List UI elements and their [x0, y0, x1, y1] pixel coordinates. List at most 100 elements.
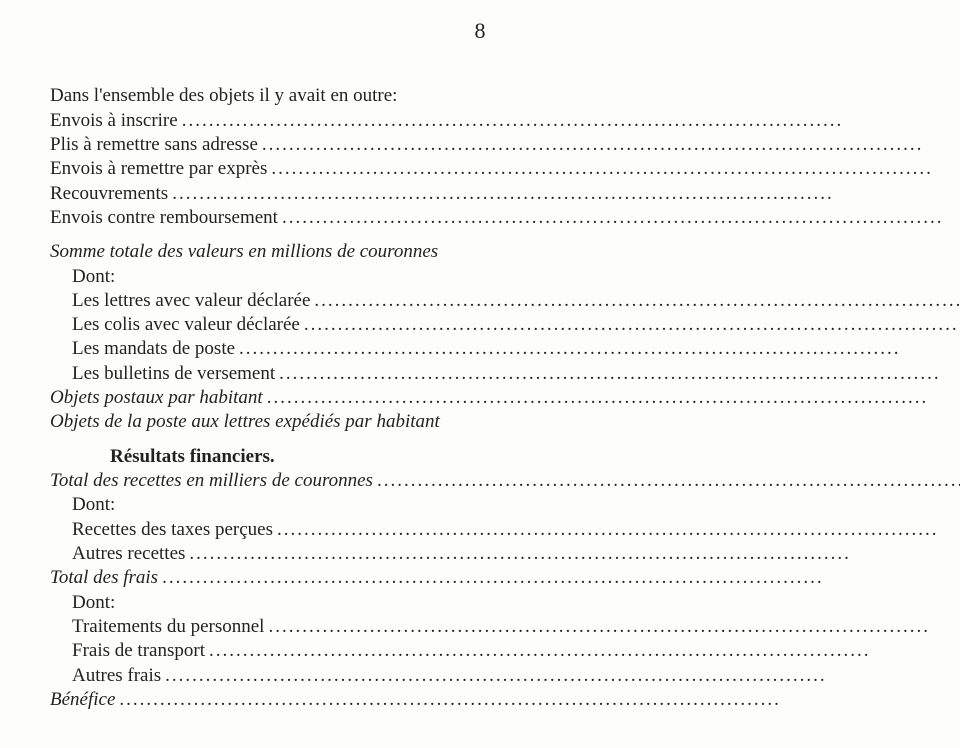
row-label-text: Recouvrements [50, 182, 168, 206]
table-body: 1963196419651966Dans l'ensemble des obje… [50, 54, 960, 712]
row-label-text: Autres recettes [72, 542, 185, 566]
row-label-text: Envois contre remboursement [50, 206, 278, 230]
table-row: Les bulletins de versement14 73716 37418… [50, 362, 960, 386]
table-row: Autres recettes53 64165 15983 50793 252 [50, 542, 960, 566]
row-label: Total des recettes en milliers de couron… [50, 469, 960, 493]
row-label-text: Autres frais [72, 664, 161, 688]
row-label: Résultats financiers. [50, 445, 960, 469]
row-label: Bénéfice [50, 688, 960, 712]
leader-dots [182, 109, 960, 133]
header-label-cell [50, 54, 960, 84]
row-label: Objets postaux par habitant [50, 386, 960, 410]
leader-dots [304, 313, 960, 337]
page: 8 1963196419651966Dans l'ensemble des ob… [0, 0, 960, 712]
row-label-text: Total des frais [50, 566, 158, 590]
row-label-text: Envois à remettre par exprès [50, 157, 267, 181]
row-label: Recettes des taxes perçues [50, 518, 960, 542]
table-row: Plis à remettre sans adresse24 09331 799… [50, 133, 960, 157]
row-label: Autres recettes [50, 542, 960, 566]
table-row: Dont: [50, 493, 960, 517]
table-row: Traitements du personnel209 254227 09225… [50, 615, 960, 639]
table-row: Total des frais321 210348 144382 424420 … [50, 566, 960, 590]
table-row: Les lettres avec valeur déclarée6 3347 3… [50, 289, 960, 313]
table-row: Dans l'ensemble des objets il y avait en… [50, 84, 960, 108]
table-row: Résultats financiers. [50, 445, 960, 469]
table-row: Somme totale des valeurs en millions de … [50, 240, 960, 264]
leader-dots [172, 182, 960, 206]
row-label-text: Les lettres avec valeur déclarée [72, 289, 310, 313]
table-row: Envois contre remboursement2 7413 0423 1… [50, 206, 960, 230]
row-label: Dans l'ensemble des objets il y avait en… [50, 84, 960, 108]
table-header-row: 1963196419651966 [50, 54, 960, 84]
row-label: Envois contre remboursement [50, 206, 960, 230]
leader-dots [267, 386, 960, 410]
leader-dots [282, 206, 960, 230]
leader-dots [277, 518, 960, 542]
table-row: Objets de la poste aux lettres expédiés … [50, 410, 960, 434]
row-label: Dont: [50, 493, 960, 517]
leader-dots [162, 566, 960, 590]
row-label-text: Les mandats de poste [72, 337, 235, 361]
table-row: Les colis avec valeur déclarée6867686857… [50, 313, 960, 337]
leader-dots [314, 289, 960, 313]
row-label: Objets de la poste aux lettres expédiés … [50, 410, 960, 434]
row-label: Envois à inscrire [50, 109, 960, 133]
row-label-text: Objets postaux par habitant [50, 386, 263, 410]
row-label: Les bulletins de versement [50, 362, 960, 386]
table-row: Les mandats de poste939950953988 [50, 337, 960, 361]
row-label-text: Dont: [72, 265, 115, 289]
leader-dots [165, 664, 960, 688]
spacer-row [50, 435, 960, 445]
table-row: Bénéfice4 6835 78620 1935 560 [50, 688, 960, 712]
row-label: Traitements du personnel [50, 615, 960, 639]
table-row: Frais de transport41 59944 79444 18548 3… [50, 639, 960, 663]
row-label-text: Dont: [72, 591, 115, 615]
data-table: 1963196419651966Dans l'ensemble des obje… [50, 54, 960, 712]
row-label: Total des frais [50, 566, 960, 590]
row-label: Envois à remettre par exprès [50, 157, 960, 181]
leader-dots [268, 615, 960, 639]
row-label-text: Dont: [72, 493, 115, 517]
row-label-text: Recettes des taxes perçues [72, 518, 273, 542]
row-label: Dont: [50, 591, 960, 615]
row-label: Frais de transport [50, 639, 960, 663]
row-label-text: Les bulletins de versement [72, 362, 275, 386]
row-label: Recouvrements [50, 182, 960, 206]
row-label: Somme totale des valeurs en millions de … [50, 240, 960, 264]
row-label-text: Plis à remettre sans adresse [50, 133, 258, 157]
spacer-row [50, 230, 960, 240]
row-label: Dont: [50, 265, 960, 289]
row-label-text: Les colis avec valeur déclarée [72, 313, 300, 337]
leader-dots [209, 639, 960, 663]
row-label: Les mandats de poste [50, 337, 960, 361]
table-row: Objets postaux par habitant223227233234 [50, 386, 960, 410]
leader-dots [262, 133, 960, 157]
row-label-text: Résultats financiers. [110, 445, 275, 469]
row-label-text: Dans l'ensemble des objets il y avait en… [50, 84, 397, 108]
row-label-text: Total des recettes en milliers de couron… [50, 469, 373, 493]
table-row: Total des recettes en milliers de couron… [50, 469, 960, 493]
table-row: Recettes des taxes perçues272 252288 771… [50, 518, 960, 542]
leader-dots [271, 157, 960, 181]
page-number: 8 [50, 18, 910, 44]
row-label-text: Frais de transport [72, 639, 205, 663]
row-label-text: Traitements du personnel [72, 615, 264, 639]
leader-dots [119, 688, 960, 712]
table-row: Recouvrements5 3435 1255 0755 039 [50, 182, 960, 206]
table-row: Dont: [50, 591, 960, 615]
leader-dots [189, 542, 960, 566]
table-row: Envois à remettre par exprès352466447478 [50, 157, 960, 181]
row-label-text: Objets de la poste aux lettres expédiés … [50, 410, 440, 434]
row-label-text: Somme totale des valeurs en millions de … [50, 240, 438, 264]
table-row: Autres frais70 35776 25885 69394 546 [50, 664, 960, 688]
row-label: Les colis avec valeur déclarée [50, 313, 960, 337]
row-label: Les lettres avec valeur déclarée [50, 289, 960, 313]
leader-dots [239, 337, 960, 361]
row-label-text: Envois à inscrire [50, 109, 178, 133]
table-row: Dont: [50, 265, 960, 289]
table-row: Envois à inscrire64 19867 97170 42173 87… [50, 109, 960, 133]
row-label-text: Bénéfice [50, 688, 115, 712]
leader-dots [377, 469, 960, 493]
row-label: Autres frais [50, 664, 960, 688]
leader-dots [279, 362, 960, 386]
